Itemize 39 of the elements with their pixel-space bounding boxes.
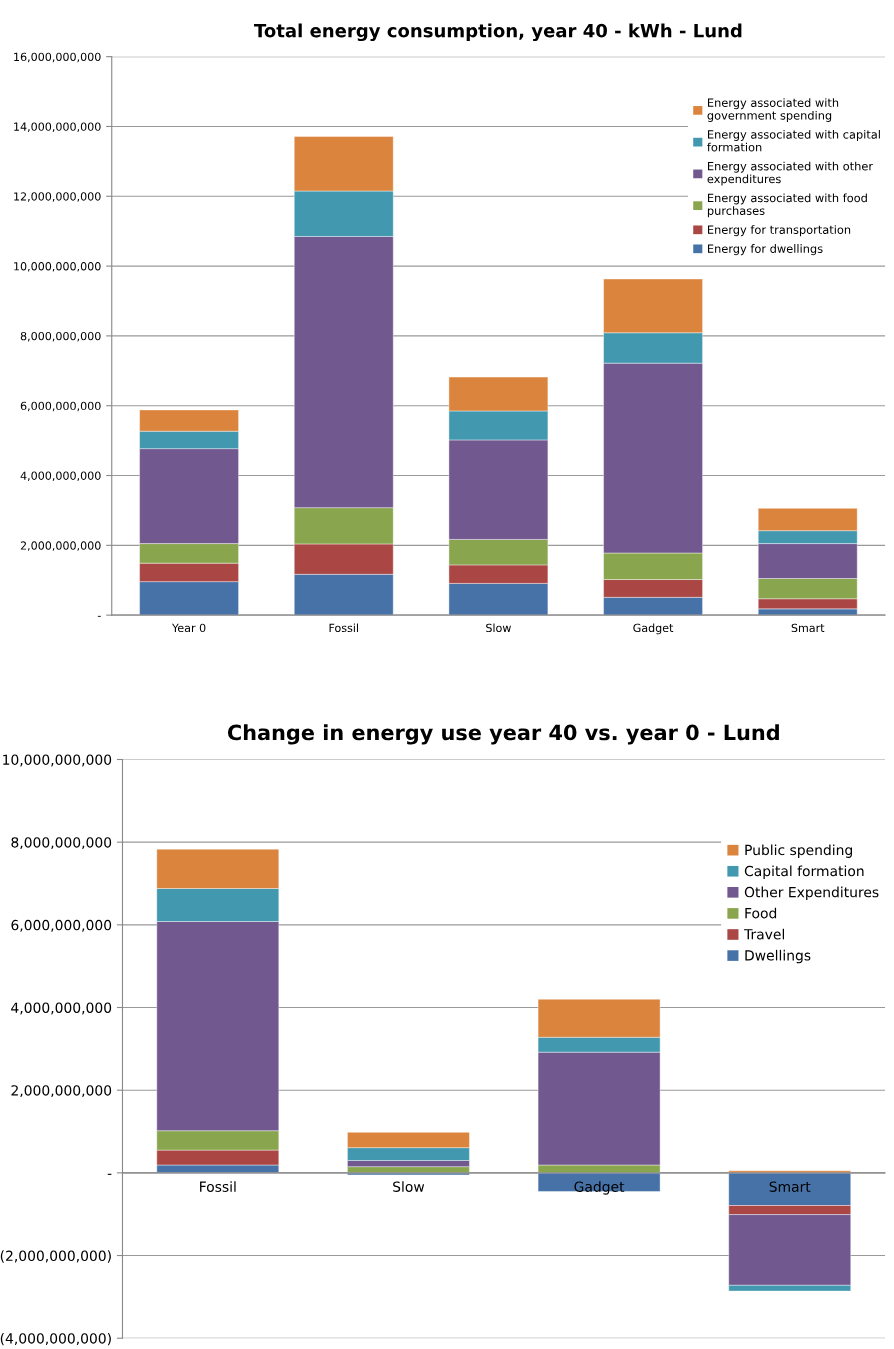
y-tick-label: 6,000,000,000 [11, 919, 112, 932]
legend-label: Food [745, 907, 777, 919]
x-tick-label: Slow [486, 623, 511, 633]
y-tick-label: 10,000,000,000 [3, 754, 112, 767]
legend-label: Energy associated with other expenditures [707, 161, 874, 186]
y-tick-label: - [97, 615, 101, 617]
legend-label: Public spending [745, 844, 852, 858]
legend-label: Dwellings [745, 949, 811, 964]
y-tick-label: 2,000,000,000 [11, 1085, 112, 1098]
legend-label: Energy associated with capital formation [707, 129, 880, 152]
legend-label: Capital formation [744, 865, 864, 879]
y-tick-label: (2,000,000,000) [0, 1250, 111, 1263]
x-tick-label: Gadget [633, 623, 674, 635]
x-tick-label: Fossil [329, 623, 358, 633]
y-tick-label: 6,000,000,000 [20, 401, 101, 412]
x-tick-label: Smart [791, 623, 825, 633]
x-tick-label: Year 0 [171, 623, 206, 633]
y-tick-label: - [107, 1173, 112, 1175]
y-tick-label: 14,000,000,000 [14, 122, 101, 132]
chart-title: Total energy consumption, year 40 - kWh - Lund [254, 23, 742, 42]
y-tick-label: 8,000,000,000 [20, 331, 101, 342]
x-tick-label: Fossil [200, 1181, 236, 1192]
legend-label: Energy for transportation [708, 225, 851, 237]
y-tick-label: 16,000,000,000 [14, 52, 101, 63]
legend-label: Other Expenditures [744, 886, 879, 901]
legend-label: Energy associated with food purchases [707, 193, 867, 218]
legend-label: Energy for dwellings [708, 244, 823, 256]
x-tick-label: Slow [393, 1181, 425, 1192]
y-tick-label: 8,000,000,000 [11, 837, 112, 850]
y-tick-label: 2,000,000,000 [20, 541, 101, 551]
legend-label: Energy associated with government spending [707, 98, 839, 122]
chart-title: Change in energy use year 40 vs. year 0 - Lund [227, 724, 779, 745]
y-tick-label: 4,000,000,000 [11, 1002, 112, 1015]
legend-label: Travel [744, 928, 785, 940]
y-tick-label: 12,000,000,000 [14, 192, 101, 202]
y-tick-label: 4,000,000,000 [20, 471, 101, 482]
y-tick-label: (4,000,000,000) [0, 1332, 111, 1346]
y-tick-label: 10,000,000,000 [14, 262, 101, 272]
x-tick-label: Smart [769, 1181, 811, 1192]
